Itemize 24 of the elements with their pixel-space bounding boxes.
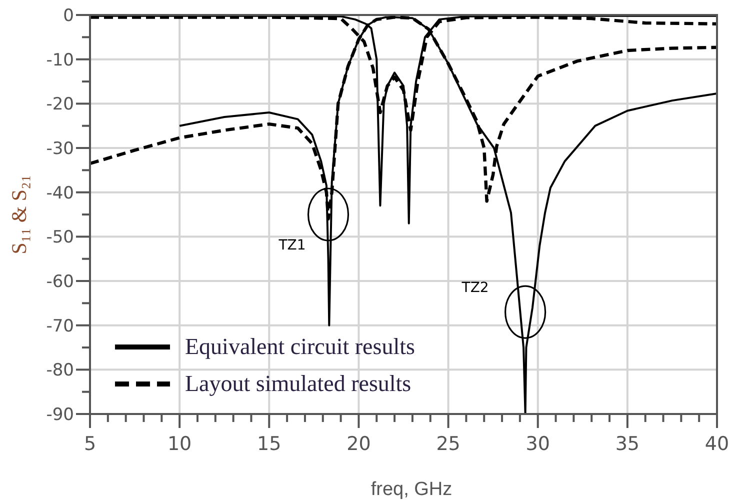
y-tick-label: -70 [46, 316, 74, 336]
y-axis-title: S₁₁ & S₂₁ [7, 174, 31, 254]
y-tick-label: -30 [46, 139, 74, 159]
y-tick-label: -40 [46, 183, 74, 204]
x-tick-label: 25 [436, 433, 460, 455]
x-tick-label: 40 [704, 433, 730, 455]
y-tick-label: -60 [46, 272, 74, 292]
x-tick-label: 10 [167, 433, 192, 455]
legend-label: Equivalent circuit results [185, 334, 415, 359]
x-tick-label: 20 [346, 433, 371, 455]
x-tick-label: 5 [84, 433, 96, 455]
x-tick-label: 15 [257, 433, 282, 455]
x-tick-label: 30 [526, 433, 550, 455]
y-tick-label: -20 [46, 94, 74, 115]
annotation: TZ1 [278, 238, 306, 254]
y-tick-label: -90 [46, 405, 74, 425]
x-axis-title: freq, GHz [370, 479, 452, 500]
y-tick-label: -50 [46, 228, 74, 248]
y-tick-label: -10 [46, 50, 74, 70]
legend-label: Layout simulated results [185, 371, 412, 396]
y-tick-label: -80 [46, 360, 74, 381]
annotation: TZ2 [460, 280, 489, 296]
y-tick-label: 0 [63, 6, 74, 26]
x-tick-label: 35 [615, 433, 640, 455]
